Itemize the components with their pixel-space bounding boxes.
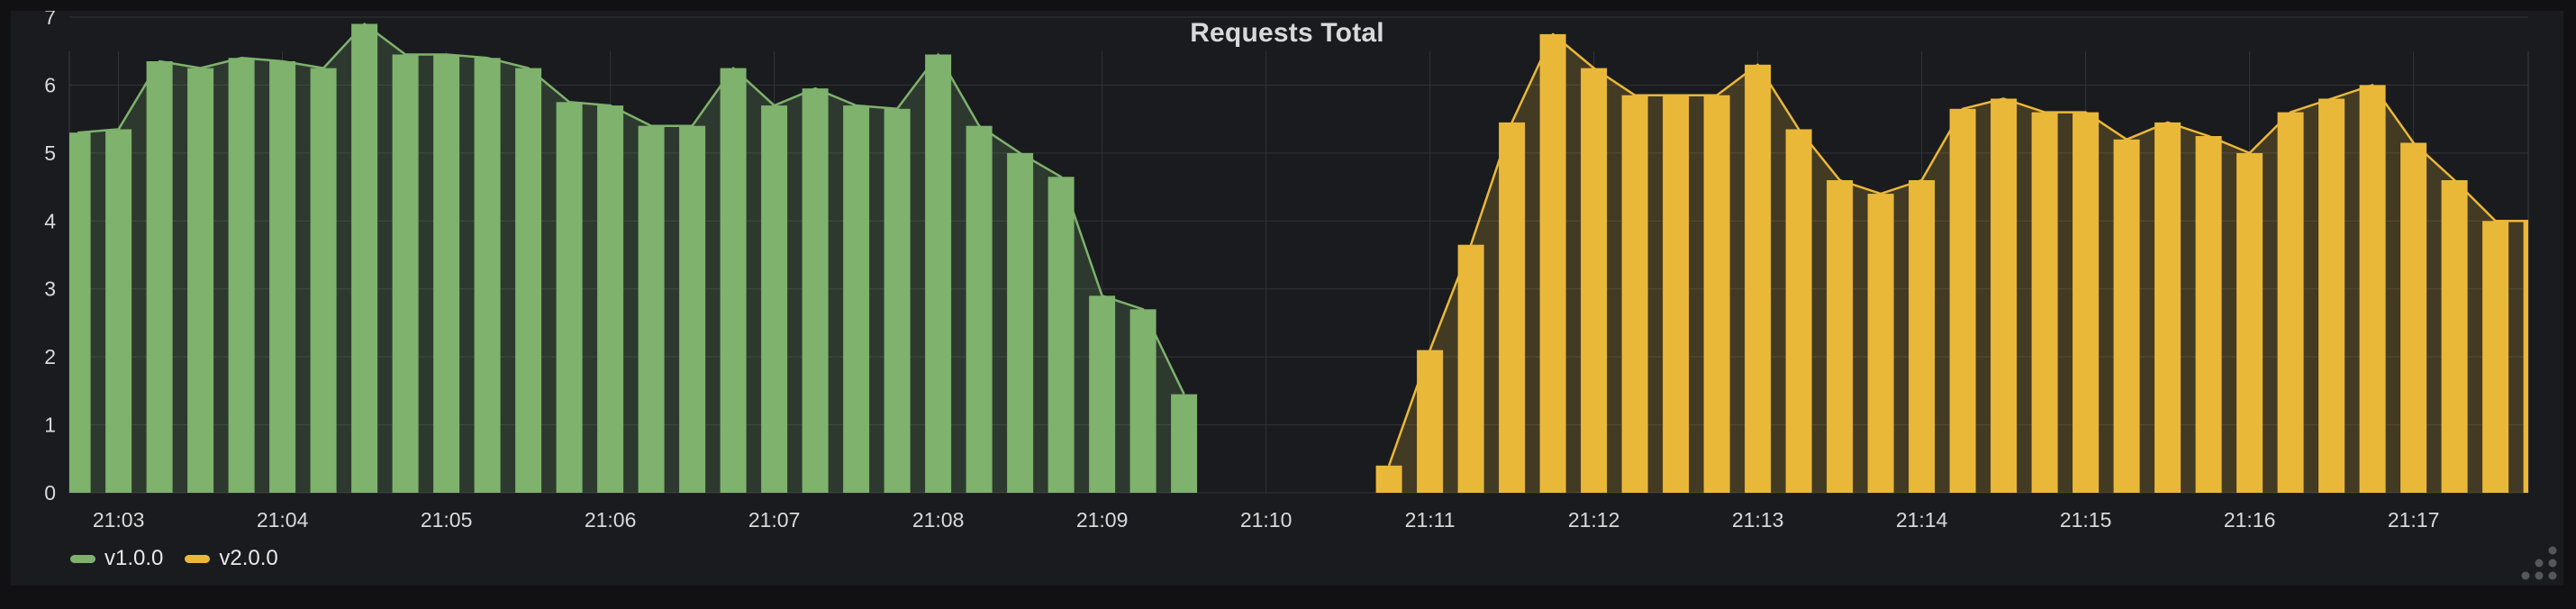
x-tick-label: 21:08 <box>912 508 965 532</box>
x-axis-labels: 21:03 21:04 21:05 21:06 21:07 21:08 21:09 21:10… <box>93 508 2440 532</box>
series-line-v2.0.0 <box>1387 32 2528 467</box>
y-axis-labels: 0 1 2 3 4 5 6 7 <box>44 11 56 504</box>
panel-resize-handle-icon[interactable] <box>2513 544 2560 582</box>
x-tick-label: 21:17 <box>2388 508 2440 532</box>
legend-label: v2.0.0 <box>219 546 278 570</box>
legend: v1.0.0 v2.0.0 <box>70 546 278 571</box>
x-tick-label: 21:03 <box>93 508 145 532</box>
x-tick-label: 21:10 <box>1240 508 1293 532</box>
x-tick-label: 21:11 <box>1405 508 1456 532</box>
series-v1.0.0 <box>69 23 1198 493</box>
y-tick-label: 5 <box>44 141 56 165</box>
legend-swatch-icon <box>70 554 95 563</box>
x-tick-label: 21:14 <box>1896 508 1948 532</box>
y-tick-label: 4 <box>44 209 56 232</box>
y-tick-label: 7 <box>44 11 56 29</box>
legend-swatch-icon <box>185 554 211 563</box>
y-tick-label: 0 <box>44 481 56 504</box>
x-tick-label: 21:04 <box>257 508 309 532</box>
x-tick-label: 21:13 <box>1732 508 1784 532</box>
legend-item-v2.0.0[interactable]: v2.0.0 <box>185 546 278 571</box>
y-tick-label: 6 <box>44 73 56 96</box>
y-tick-label: 1 <box>44 414 56 437</box>
series-v2.0.0 <box>1375 32 2528 493</box>
y-tick-label: 3 <box>44 277 56 301</box>
x-tick-label: 21:12 <box>1568 508 1620 532</box>
x-tick-label: 21:06 <box>585 508 637 532</box>
graph-panel: Requests Total 0 1 2 3 4 5 6 7 21:03 21:04 21:05 21… <box>11 11 2563 586</box>
x-tick-label: 21:15 <box>2060 508 2112 532</box>
bars-v1.0.0 <box>69 23 1198 493</box>
y-tick-label: 2 <box>44 345 56 368</box>
bars-v2.0.0 <box>1375 33 2528 493</box>
x-tick-label: 21:05 <box>421 508 473 532</box>
panel-title[interactable]: Requests Total <box>1190 18 1384 48</box>
legend-item-v1.0.0[interactable]: v1.0.0 <box>70 546 163 571</box>
x-tick-label: 21:07 <box>748 508 801 532</box>
x-tick-label: 21:16 <box>2224 508 2276 532</box>
legend-label: v1.0.0 <box>104 546 164 570</box>
x-tick-label: 21:09 <box>1076 508 1129 532</box>
series-line-v1.0.0 <box>77 23 1185 395</box>
